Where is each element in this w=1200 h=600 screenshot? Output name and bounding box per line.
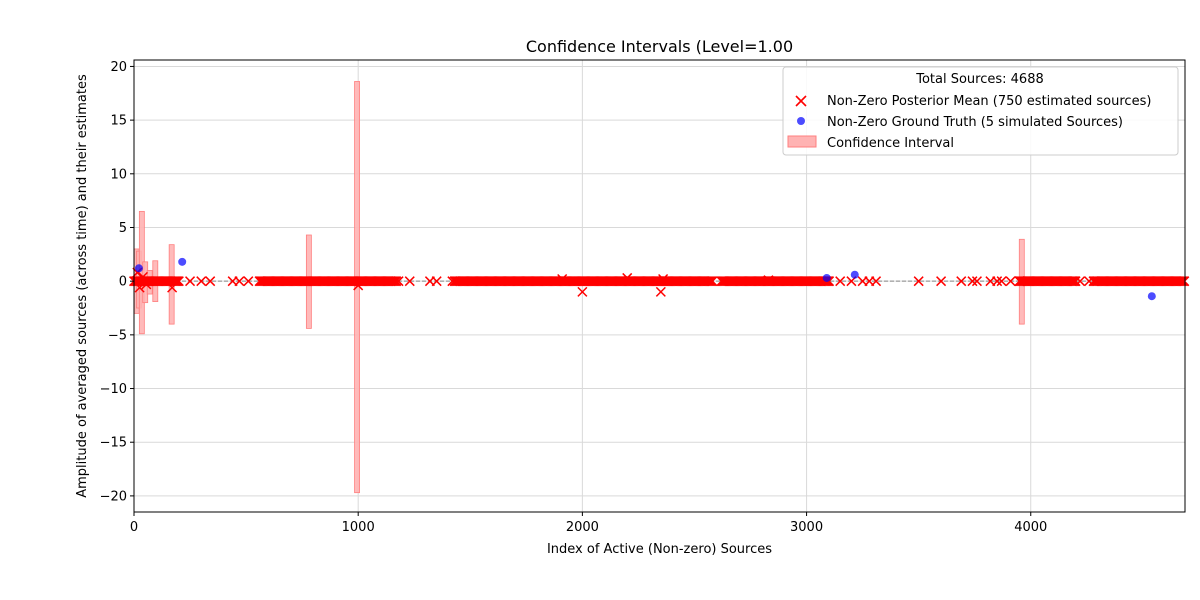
posterior-mean-point — [577, 286, 588, 297]
posterior-mean-point — [1014, 276, 1025, 287]
posterior-mean-point — [1084, 276, 1095, 287]
posterior-mean-point — [871, 276, 882, 287]
posterior-mean-point — [185, 276, 196, 287]
y-tick-label: 20 — [110, 60, 127, 75]
posterior-mean-point — [936, 276, 947, 287]
posterior-mean-point — [167, 282, 178, 293]
ground-truth-point — [134, 264, 143, 273]
ground-truth-point — [850, 270, 859, 279]
posterior-mean-point — [704, 276, 715, 287]
posterior-mean-point — [447, 276, 458, 287]
posterior-mean-point — [956, 276, 967, 287]
y-tick-label: −20 — [100, 489, 127, 504]
legend-label-posterior-mean: Non-Zero Posterior Mean (750 estimated s… — [827, 94, 1151, 109]
posterior-mean-point — [622, 272, 633, 283]
posterior-mean-point — [234, 276, 245, 287]
posterior-mean-point — [170, 276, 181, 287]
posterior-mean-point — [707, 276, 718, 287]
posterior-mean-point — [1067, 276, 1078, 287]
legend-marker-x-icon — [795, 95, 807, 107]
legend: Total Sources: 4688 Non-Zero Posterior M… — [782, 66, 1179, 156]
posterior-mean-point — [171, 276, 182, 287]
posterior-mean-point — [705, 276, 716, 287]
posterior-mean-point — [706, 276, 717, 287]
y-tick-label: 0 — [119, 275, 127, 290]
posterior-mean-point — [431, 276, 442, 287]
posterior-mean-point — [141, 279, 152, 290]
ground-truth-point — [178, 257, 187, 266]
posterior-mean-point — [1179, 276, 1190, 287]
x-tick-label: 1000 — [342, 520, 375, 535]
ground-truth-series — [134, 257, 1156, 301]
y-tick-label: 15 — [110, 114, 127, 129]
legend-title: Total Sources: 4688 — [915, 72, 1044, 87]
posterior-mean-point — [1174, 276, 1185, 287]
x-axis-ticks: 0 1000 2000 3000 4000 — [130, 512, 1047, 535]
x-axis-label: Index of Active (Non-zero) Sources — [547, 542, 772, 557]
posterior-mean-point — [996, 276, 1007, 287]
posterior-mean-point — [658, 273, 669, 285]
y-tick-label: 10 — [110, 167, 127, 182]
legend-label-ground-truth: Non-Zero Ground Truth (5 simulated Sourc… — [827, 115, 1123, 130]
posterior-mean-point — [913, 276, 924, 287]
x-tick-label: 4000 — [1014, 520, 1047, 535]
posterior-mean-point — [992, 276, 1003, 287]
posterior-mean-point — [1178, 276, 1189, 287]
posterior-mean-point — [702, 276, 713, 287]
y-axis-ticks: −20 −15 −10 −5 0 5 10 15 20 — [100, 60, 134, 504]
posterior-mean-point — [243, 276, 254, 287]
legend-label-interval: Confidence Interval — [827, 136, 954, 151]
posterior-mean-point — [1175, 276, 1186, 287]
x-tick-label: 2000 — [566, 520, 599, 535]
y-tick-label: −15 — [100, 436, 127, 451]
posterior-mean-point — [134, 282, 145, 293]
posterior-mean-point — [1075, 276, 1086, 287]
y-axis-label: Amplitude of averaged sources (across ti… — [75, 74, 90, 498]
posterior-mean-point — [835, 276, 846, 287]
posterior-mean-point — [971, 276, 982, 287]
posterior-mean-point — [390, 276, 401, 287]
posterior-mean-point — [389, 276, 400, 287]
posterior-mean-point — [655, 286, 666, 297]
posterior-mean-point — [169, 276, 180, 287]
y-tick-label: 5 — [119, 221, 127, 236]
posterior-mean-point — [137, 271, 148, 282]
legend-marker-circle-icon — [797, 117, 805, 125]
posterior-mean-point — [404, 276, 415, 287]
posterior-mean-point — [967, 276, 978, 287]
chart-title: Confidence Intervals (Level=1.00 — [526, 37, 793, 56]
x-tick-label: 0 — [130, 520, 138, 535]
y-tick-label: −5 — [108, 328, 127, 343]
posterior-mean-point — [1070, 276, 1081, 287]
legend-marker-interval-icon — [787, 135, 817, 148]
x-tick-label: 3000 — [790, 520, 823, 535]
posterior-mean-point — [353, 280, 364, 291]
posterior-mean-point — [1066, 276, 1077, 287]
legend-box — [782, 66, 1179, 156]
posterior-mean-series — [128, 267, 1190, 297]
posterior-mean-point — [196, 276, 207, 287]
plot-frame — [133, 59, 1186, 513]
ground-truth-point — [822, 273, 831, 282]
y-tick-label: −10 — [100, 382, 127, 397]
posterior-mean-point — [393, 276, 404, 287]
ground-truth-point — [1147, 292, 1156, 301]
posterior-mean-point — [1005, 276, 1016, 287]
posterior-mean-point — [205, 276, 216, 287]
posterior-mean-point — [557, 273, 568, 285]
posterior-mean-point — [763, 275, 774, 286]
posterior-mean-point — [391, 276, 402, 287]
